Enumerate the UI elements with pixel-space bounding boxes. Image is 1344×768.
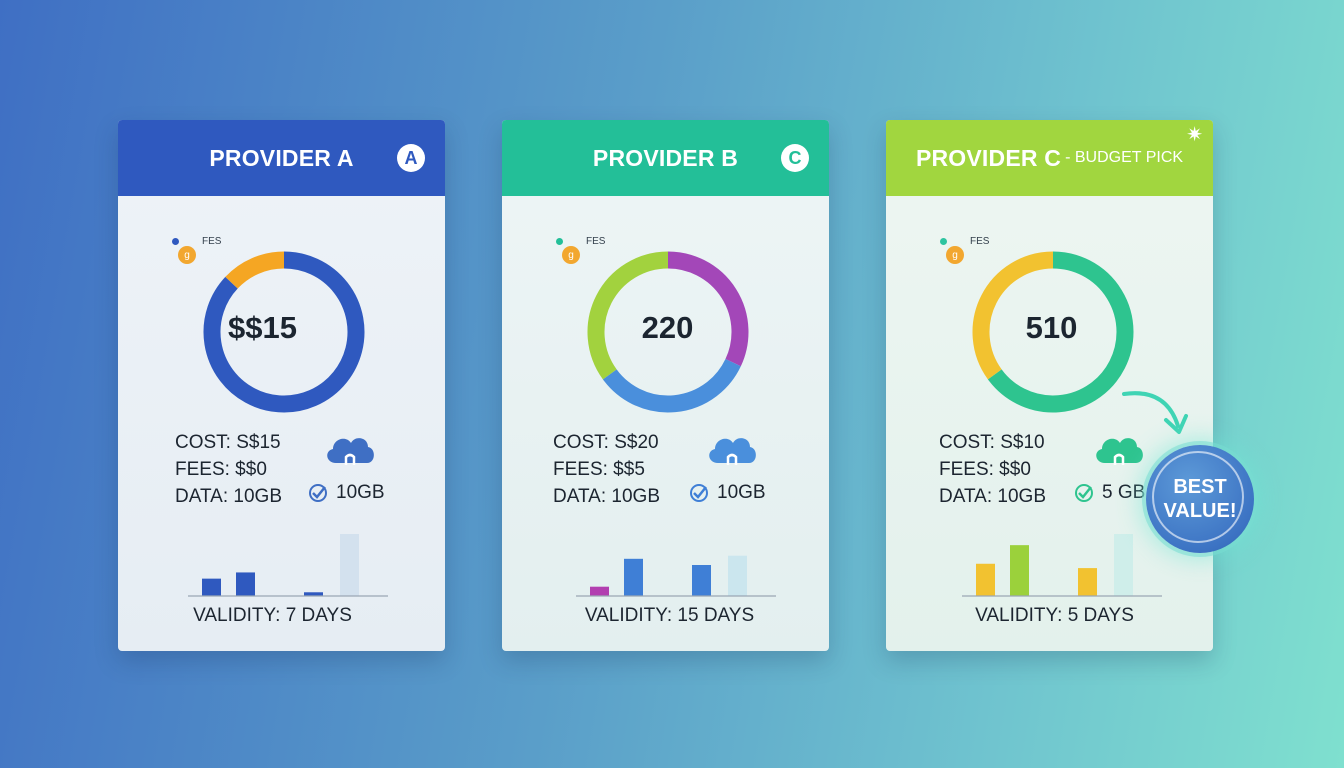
provider-badge-icon: A	[397, 144, 425, 172]
cloud-icon	[1096, 438, 1143, 465]
legend-dot-icon	[172, 238, 179, 245]
fees-text: FEES: $$0	[175, 459, 267, 480]
validity-text: VALIDITY: 7 DAYS	[193, 605, 352, 626]
stats-block: COST: S$10 FEES: $$0 DATA: 10GB	[939, 429, 1046, 510]
donut-segment-0	[987, 251, 1134, 413]
legend: g FES	[556, 236, 616, 266]
mini-bar	[590, 586, 609, 596]
cloud-icon	[709, 438, 756, 465]
cloud-icon	[327, 438, 374, 465]
stats-block: COST: S$20 FEES: $$5 DATA: 10GB	[553, 429, 660, 510]
mini-bar	[624, 558, 643, 596]
donut-segment-1	[602, 358, 741, 413]
donut-value: $$15	[228, 310, 297, 345]
data-check: 5 GB	[1074, 482, 1145, 504]
best-value-badge: BEST VALUE!	[1146, 445, 1254, 553]
stats-block: COST: S$15 FEES: $$0 DATA: 10GB	[175, 429, 282, 510]
legend-label: FES	[970, 236, 990, 247]
fees-text: FEES: $$5	[553, 459, 645, 480]
donut-chart	[587, 251, 749, 413]
provider-title: PROVIDER C	[915, 144, 1062, 171]
provider-title: PROVIDER A	[209, 144, 354, 171]
provider-subtitle: - BUDGET PICK	[1065, 149, 1184, 166]
cost-text: COST: S$10	[939, 432, 1045, 453]
cost-text: COST: S$15	[175, 432, 281, 453]
mini-bar-chart	[576, 555, 776, 597]
mini-bar-chart	[188, 534, 388, 597]
donut-value: 220	[641, 310, 694, 345]
card-header: PROVIDER C - BUDGET PICK ✷	[886, 120, 1213, 196]
legend: g FES	[940, 236, 1000, 266]
donut-segment-0	[203, 251, 365, 413]
card-header: PROVIDER B C	[502, 120, 829, 196]
check-value: 10GB	[717, 482, 766, 503]
card-header: PROVIDER A A	[118, 120, 445, 196]
mini-bar	[1114, 534, 1133, 596]
donut-segment-1	[972, 251, 1054, 380]
legend-label: FES	[586, 236, 606, 247]
mini-bar	[236, 572, 255, 596]
check-value: 5 GB	[1102, 482, 1146, 503]
data-check: 10GB	[689, 482, 766, 504]
check-icon	[690, 484, 708, 502]
curved-arrow-icon	[1122, 391, 1188, 434]
sparkle-icon: ✷	[1186, 124, 1203, 146]
data-check: 10GB	[308, 482, 385, 504]
donut-segment-1	[225, 251, 285, 289]
mini-bar	[728, 555, 747, 596]
provider-title: PROVIDER B	[592, 144, 739, 171]
legend-coin-icon: g	[946, 246, 964, 264]
legend-dot-icon	[556, 238, 563, 245]
mini-bar	[1078, 568, 1097, 596]
legend-coin-icon: g	[562, 246, 580, 264]
mini-bar	[340, 534, 359, 596]
donut-chart	[972, 251, 1134, 413]
data-text: DATA: 10GB	[175, 486, 282, 507]
provider-badge-icon: C	[781, 144, 809, 172]
check-value: 10GB	[336, 482, 385, 503]
fees-text: FEES: $$0	[939, 459, 1031, 480]
cost-text: COST: S$20	[553, 432, 659, 453]
legend-label: FES	[202, 236, 222, 247]
provider-card-a[interactable]: PROVIDER A A g FES $$15 COST: S$15 FEES:…	[118, 120, 445, 651]
mini-bar-chart	[962, 534, 1162, 597]
legend-dot-icon	[940, 238, 947, 245]
data-text: DATA: 10GB	[939, 486, 1046, 507]
legend: g FES	[172, 236, 232, 266]
donut-value: 510	[1025, 310, 1078, 345]
badge-ring	[1152, 451, 1244, 543]
legend-coin-icon: g	[178, 246, 196, 264]
mini-bar	[1010, 545, 1029, 596]
validity-text: VALIDITY: 15 DAYS	[584, 605, 755, 626]
donut-segment-0	[667, 251, 749, 367]
mini-bar	[976, 563, 995, 596]
data-text: DATA: 10GB	[553, 486, 660, 507]
mini-bar	[304, 592, 323, 596]
check-icon	[1075, 484, 1093, 502]
provider-card-b[interactable]: PROVIDER B C g FES 220 COST: S$20 FEES: …	[502, 120, 829, 651]
mini-bar	[692, 565, 711, 596]
donut-segment-2	[587, 251, 669, 380]
provider-card-c[interactable]: PROVIDER C - BUDGET PICK ✷ g FES 510 COS…	[886, 120, 1213, 651]
check-icon	[309, 484, 327, 502]
donut-chart	[203, 251, 365, 413]
mini-bar	[202, 578, 221, 596]
validity-text: VALIDITY: 5 DAYS	[975, 605, 1134, 626]
